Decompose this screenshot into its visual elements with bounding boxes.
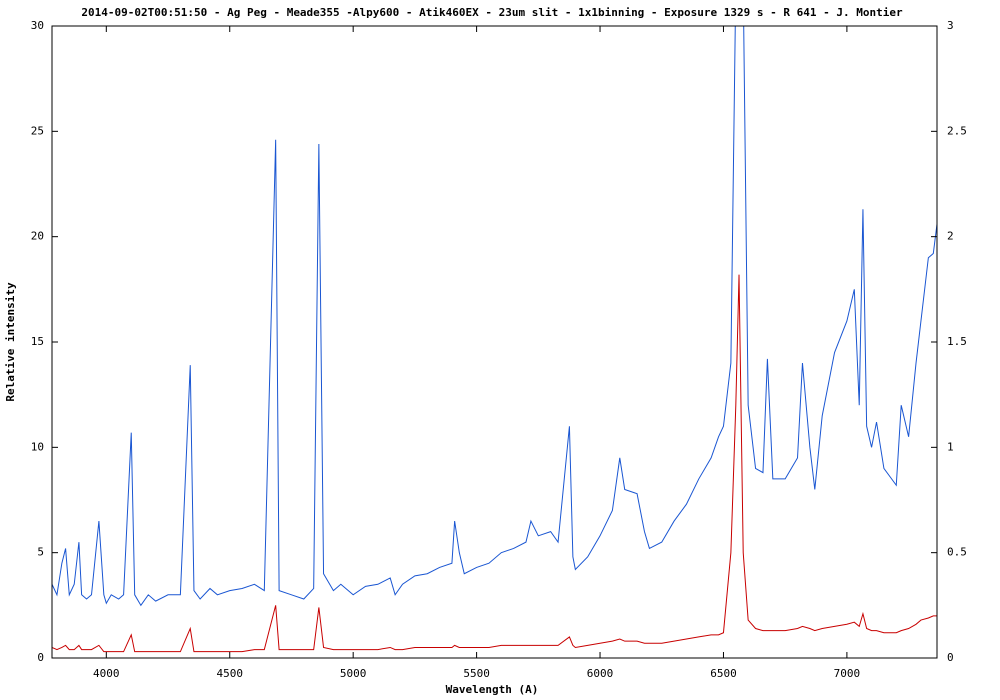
x-tick-label: 4000	[93, 667, 120, 680]
y2-tick-label: 1	[947, 440, 954, 453]
x-tick-label: 6000	[587, 667, 614, 680]
y-tick-label: 10	[31, 440, 44, 453]
x-tick-label: 7000	[834, 667, 861, 680]
x-tick-label: 6500	[710, 667, 737, 680]
y-tick-label: 20	[31, 230, 44, 243]
y-tick-label: 5	[37, 546, 44, 559]
y2-tick-label: 1.5	[947, 335, 967, 348]
y-tick-label: 25	[31, 124, 44, 137]
y2-tick-label: 2.5	[947, 124, 967, 137]
x-tick-label: 4500	[216, 667, 243, 680]
y-axis-label: Relative intensity	[4, 282, 17, 402]
chart-title: 2014-09-02T00:51:50 - Ag Peg - Meade355 …	[81, 6, 903, 19]
x-tick-label: 5500	[463, 667, 490, 680]
y2-tick-label: 0.5	[947, 546, 967, 559]
y2-tick-label: 3	[947, 19, 954, 32]
y-tick-label: 30	[31, 19, 44, 32]
x-axis-label: Wavelength (A)	[446, 683, 539, 696]
spectrum-line	[52, 274, 937, 653]
y2-tick-label: 2	[947, 230, 954, 243]
y-tick-label: 0	[37, 651, 44, 664]
plot-area	[52, 26, 937, 653]
x-tick-label: 5000	[340, 667, 367, 680]
y2-tick-label: 0	[947, 651, 954, 664]
spectrum-line	[52, 26, 937, 607]
y-tick-label: 15	[31, 335, 44, 348]
